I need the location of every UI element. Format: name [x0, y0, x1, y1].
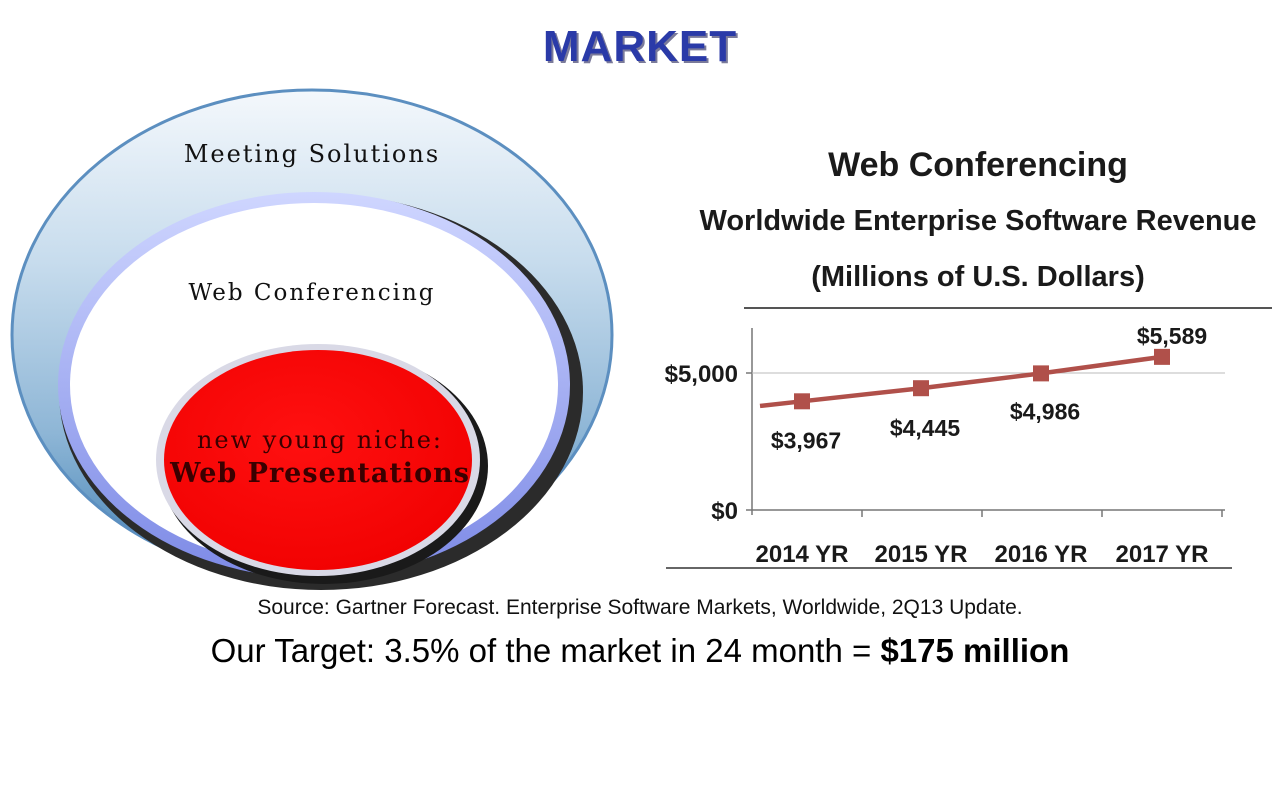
data-label: $4,445: [890, 415, 961, 441]
inner-label-line1: new young niche:: [197, 426, 443, 454]
data-point-marker: [1154, 348, 1170, 365]
chart-title: Web Conferencing: [828, 146, 1128, 184]
middle-label: Web Conferencing: [189, 280, 436, 306]
chart-subtitle-line2: (Millions of U.S. Dollars): [811, 261, 1145, 293]
data-label: $4,986: [1010, 398, 1080, 424]
chart-subtitle-line1: Worldwide Enterprise Software Revenue: [699, 205, 1256, 237]
outer-label: Meeting Solutions: [184, 140, 440, 168]
target-statement: Our Target: 3.5% of the market in 24 mon…: [0, 632, 1280, 670]
target-value: $175 million: [880, 632, 1070, 669]
x-tick-label: 2017 YR: [1116, 541, 1209, 568]
data-point-marker: [913, 380, 929, 397]
inner-label-line2: Web Presentations: [169, 458, 470, 489]
data-label: $5,589: [1137, 323, 1207, 349]
series-line: [759, 354, 1163, 409]
inner-ellipse-web-presentations: [156, 344, 488, 584]
y-tick-label: $5,000: [665, 361, 738, 388]
source-note: Source: Gartner Forecast. Enterprise Sof…: [257, 596, 1023, 619]
page-title: MARKET: [542, 22, 738, 71]
data-point-marker: [1033, 365, 1049, 382]
y-tick-label: $0: [711, 498, 738, 525]
x-tick-label: 2016 YR: [995, 541, 1088, 568]
target-prefix: Our Target: 3.5% of the market in 24 mon…: [210, 632, 881, 669]
market-venn-diagram: Meeting Solutions Web Conferencing new y…: [10, 88, 614, 590]
data-point-marker: [794, 393, 810, 410]
data-label: $3,967: [771, 427, 841, 453]
x-tick-label: 2014 YR: [756, 541, 849, 568]
x-tick-label: 2015 YR: [875, 541, 968, 568]
revenue-line-chart: Web Conferencing Worldwide Enterprise So…: [665, 146, 1272, 569]
